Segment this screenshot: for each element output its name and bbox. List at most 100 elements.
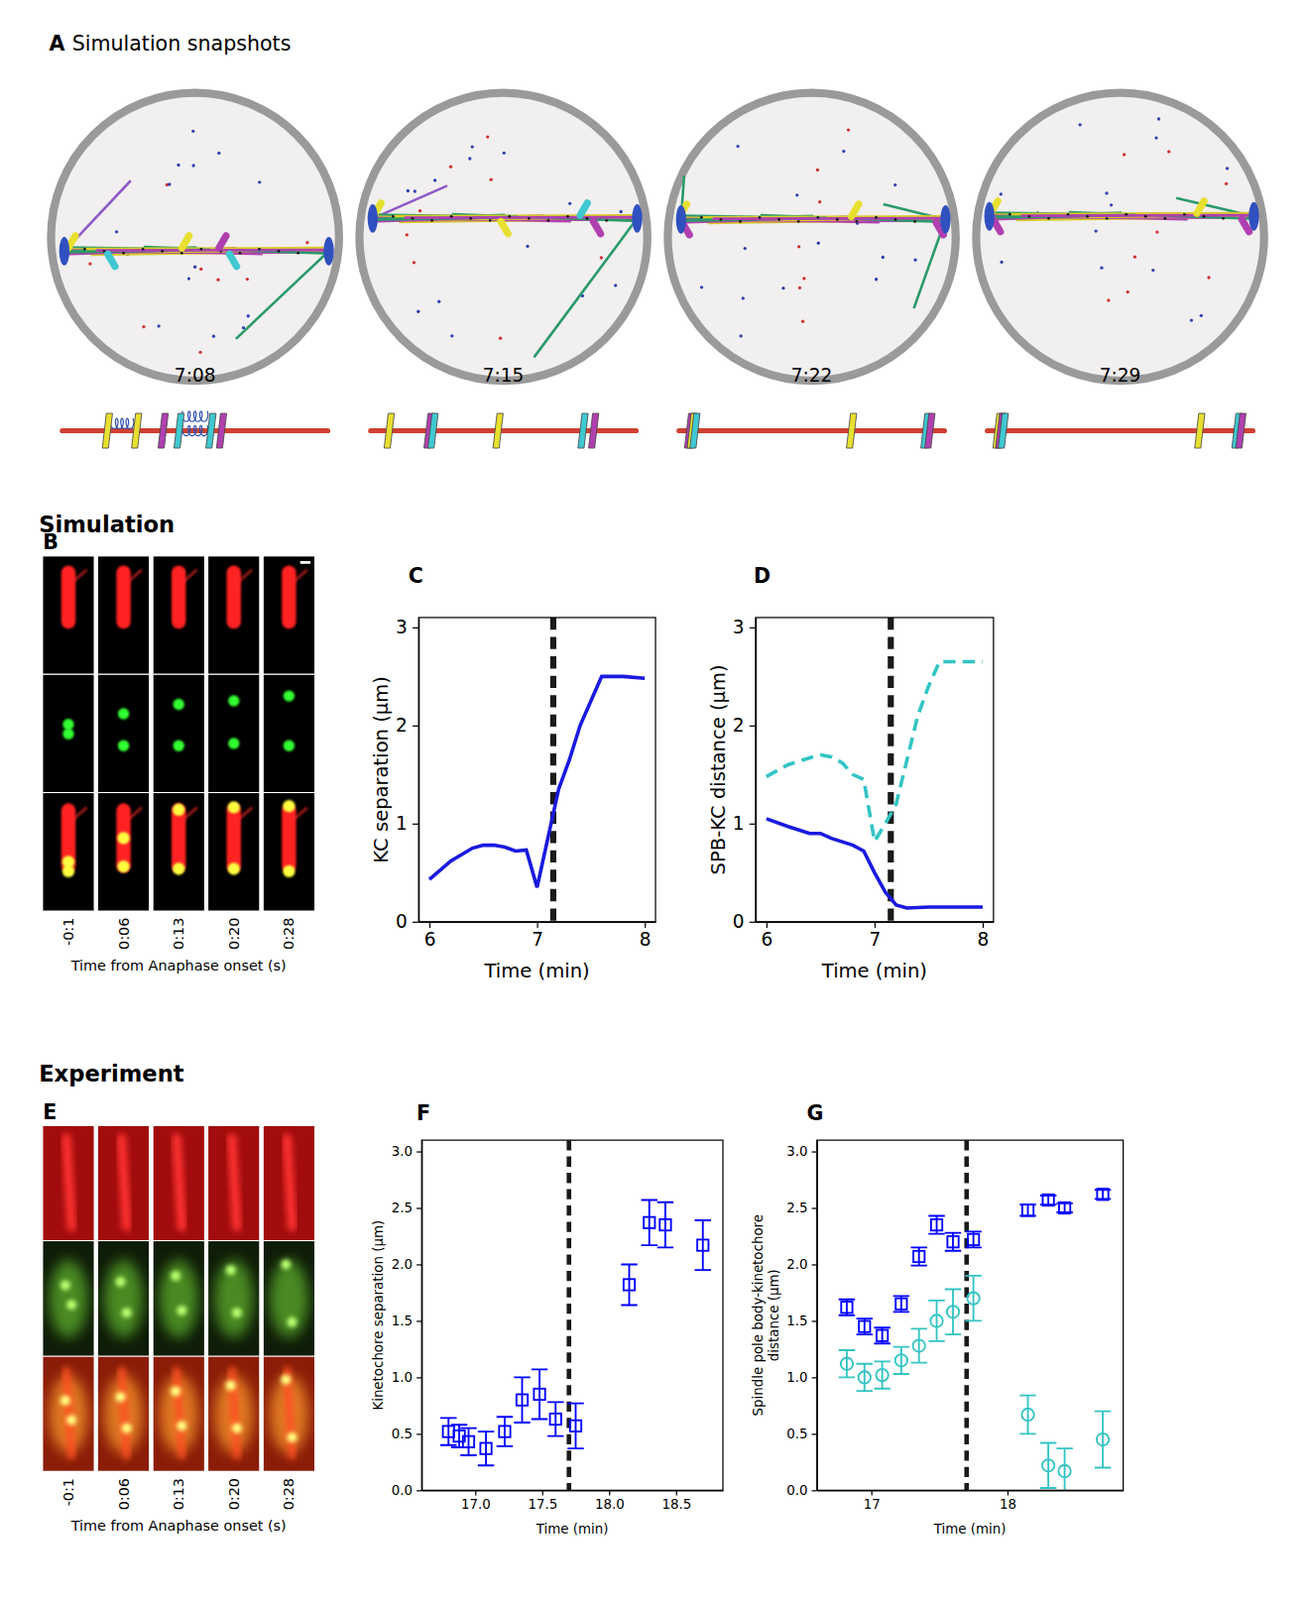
crosslinker [141,247,145,251]
kinetochore [219,236,227,248]
section-title: Experiment [38,1061,185,1087]
free-protein [257,180,261,184]
micrograph-cell [152,1126,204,1241]
image-background [42,675,94,793]
tick-label: 7 [531,929,544,951]
free-protein [156,324,160,328]
nucleus-signal [104,1260,143,1338]
tick: 1.5 [391,1313,423,1329]
time-label: 7:22 [791,364,833,386]
data-point [1021,1409,1034,1422]
spindle-signal [227,565,241,629]
free-protein [305,240,309,244]
kinetochore-signal [66,1415,77,1426]
crosslinker [277,249,281,253]
crosslinker [604,219,608,223]
micrograph-strip: -0:10:060:130:200:28Time from Anaphase o… [42,556,315,973]
snapshot-schematic [370,413,637,449]
image-background [208,1126,259,1241]
error-bar [945,1233,961,1252]
tick-label: 3 [732,616,745,638]
spindle-signal [281,565,296,629]
data-point [895,1299,907,1310]
data-point [1058,1465,1071,1478]
plot-frame [421,1140,723,1491]
cell-boundary [975,93,1264,381]
crosslinker [1028,215,1032,219]
axis-line [817,1141,819,1492]
image-background [263,675,315,793]
time-label: 0:28 [280,918,297,951]
spindle-signal [66,1371,72,1456]
kinetochore-schematic [102,413,113,449]
tick-label: 8 [639,929,652,951]
kinetochore-signal [118,708,129,719]
spring [182,425,209,436]
tick: 2 [732,714,756,736]
micrograph-cell [263,556,315,674]
image-background [98,1241,149,1356]
spindle-signal [61,803,76,873]
data-point [443,1426,455,1437]
microtubule [96,248,330,252]
spindle-signal [176,1138,182,1228]
plot-area [838,1140,1112,1491]
nucleus-signal [214,1260,253,1338]
kinetochore [229,253,237,266]
micrograph-cell [263,675,315,793]
data-point [479,1442,491,1454]
tick: 2.5 [786,1200,818,1216]
free-protein [1099,266,1103,270]
kinetochore-signal [228,801,240,814]
panel-letter: B [42,530,59,555]
image-background [263,793,315,911]
spindle-signal [171,803,186,873]
crosslinker [874,216,878,220]
onset-line [566,1140,572,1491]
spindle-pole-body [59,237,70,266]
tick-mark [429,922,431,929]
error-bar [838,1350,855,1378]
time-label: 0:28 [280,1478,297,1511]
crosslinker [816,216,820,220]
crosslinker [488,219,492,223]
micrograph-cell [208,556,259,674]
data-point [930,1314,943,1327]
tick-label: 17 [863,1497,881,1513]
free-protein [437,300,441,304]
cell-boundary [50,93,339,381]
tick: 3 [732,616,756,638]
kinetochore-signal [170,1271,181,1282]
kinetochore-schematic [206,413,217,449]
chart-panel: 17180.00.51.01.52.02.53.0Time (min)Spind… [750,1140,1124,1538]
data-point [895,1354,908,1367]
data-point [876,1330,888,1342]
tick-label: 1 [732,813,745,834]
axis-title: KC separation (μm) [369,676,393,864]
kinetochore-signal [282,800,295,813]
crosslinker [1085,215,1089,219]
free-protein [1224,182,1228,186]
tick-label: 0.5 [391,1426,413,1442]
crosslinker [507,215,511,219]
microtubule [534,218,638,357]
free-protein [217,151,221,155]
free-protein [216,278,220,282]
image-background [42,1126,94,1241]
image-background [42,793,94,911]
tick-label: 2.5 [391,1200,413,1216]
free-protein [488,178,492,182]
crosslinker [913,220,917,224]
crosslinker [894,218,898,222]
axis-line [422,1490,724,1492]
image-background [263,1241,315,1356]
tick-mark [416,1377,422,1379]
free-protein [613,283,617,287]
time-label: 0:06 [116,1478,132,1511]
tick-mark [644,922,646,929]
image-background [42,1241,94,1356]
tick-mark [812,1264,818,1266]
time-label: 0:13 [170,918,187,951]
tick: 17.0 [461,1490,491,1513]
free-protein [191,163,195,167]
